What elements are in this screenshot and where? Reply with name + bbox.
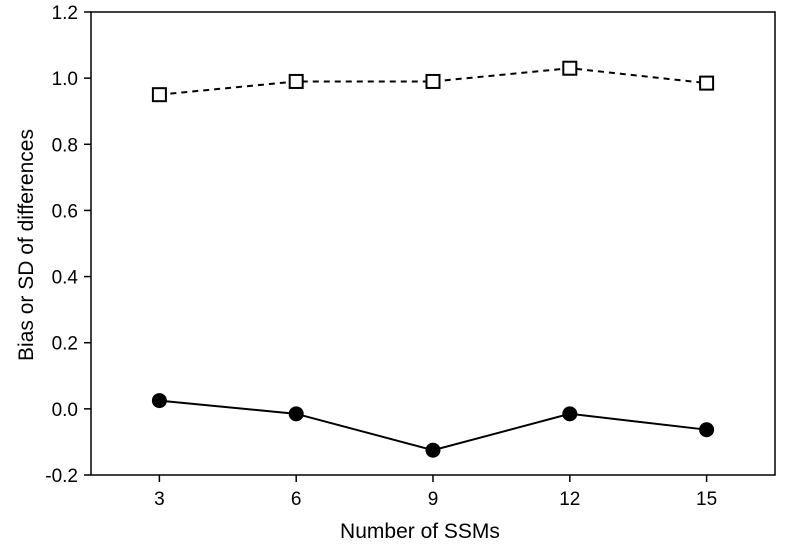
- x-tick-label: 6: [291, 489, 302, 510]
- series-1-point: [699, 75, 715, 91]
- series-2: [151, 393, 715, 458]
- y-tick-label: -0.2: [45, 466, 78, 487]
- x-tick-label: 15: [696, 489, 717, 510]
- x-tick-label: 12: [559, 489, 580, 510]
- series-2-point: [562, 406, 578, 422]
- x-tick-label: 3: [154, 489, 165, 510]
- series-1-point: [288, 73, 304, 89]
- y-tick-label: 1.2: [52, 3, 78, 24]
- x-tick-label: 9: [428, 489, 439, 510]
- y-tick-label: 0.6: [52, 201, 78, 222]
- series-1-point: [562, 60, 578, 76]
- y-tick-label: 1.0: [52, 69, 78, 90]
- series-1-point: [425, 73, 441, 89]
- series-2-point: [425, 442, 441, 458]
- series-1-line: [159, 67, 707, 96]
- y-tick-label: 0.8: [52, 135, 78, 156]
- y-tick-label: 0.2: [52, 334, 78, 355]
- series-2-point: [151, 393, 167, 409]
- series-1: [151, 60, 715, 103]
- y-axis-title: Bias or SD of differences: [15, 129, 38, 361]
- series-1-point: [151, 87, 167, 103]
- series-2-point: [699, 422, 715, 438]
- x-axis-title: Number of SSMs: [340, 520, 500, 543]
- y-tick-label: 0.0: [52, 400, 78, 421]
- series-2-point: [288, 406, 304, 422]
- y-tick-label: 0.4: [52, 268, 79, 289]
